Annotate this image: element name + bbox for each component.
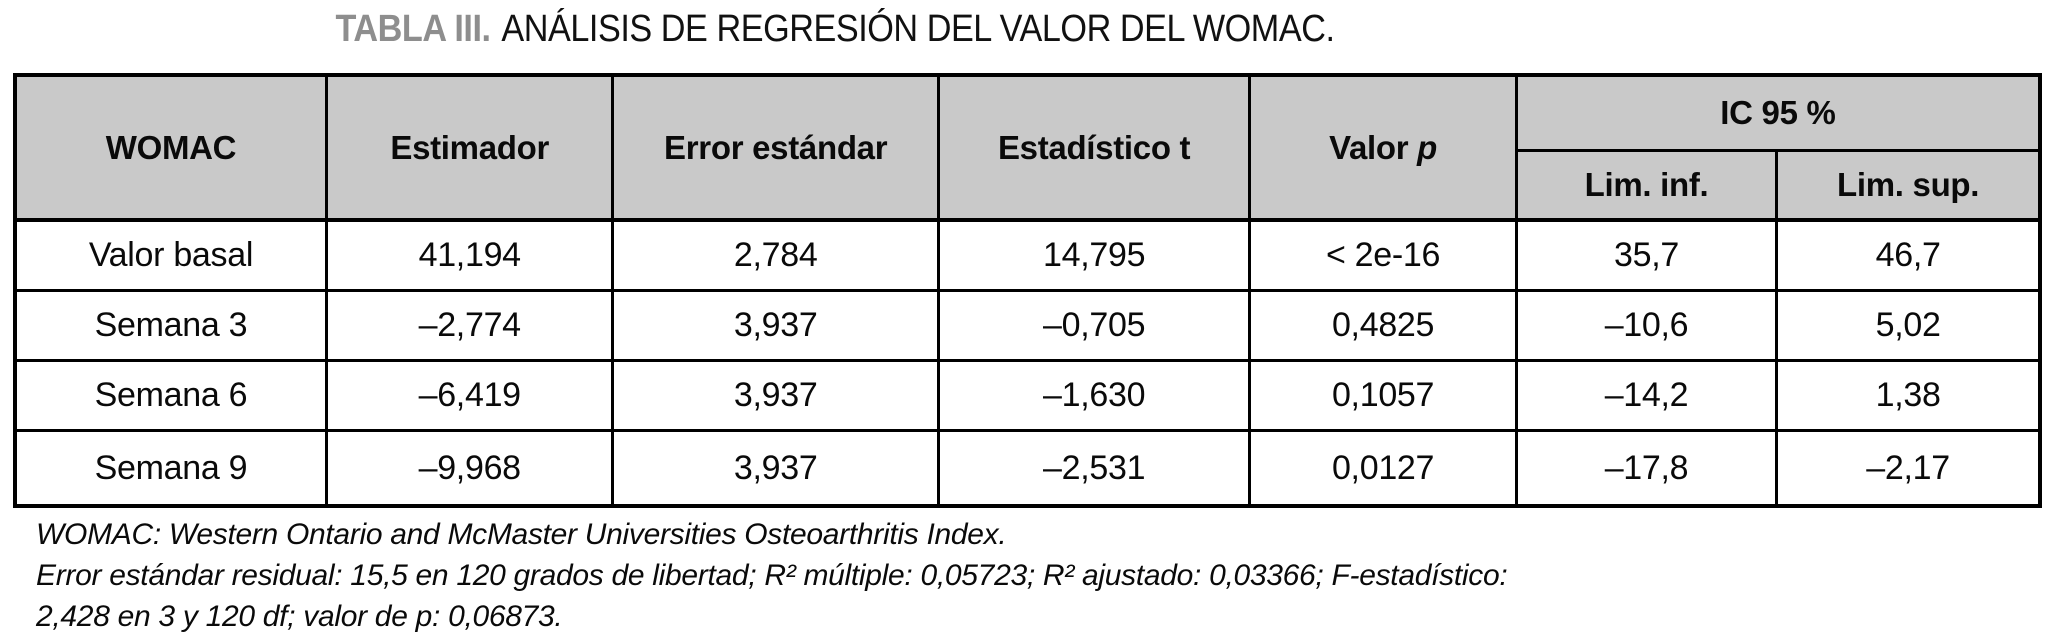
table-cell: –9,968 bbox=[324, 429, 615, 508]
table-cell: 3,937 bbox=[611, 289, 940, 362]
table-cell: 3,937 bbox=[611, 429, 940, 508]
table-row: Semana 3 –2,774 3,937 –0,705 0,4825 –10,… bbox=[13, 289, 2042, 362]
table-cell: < 2e-16 bbox=[1248, 218, 1518, 292]
table-row: Valor basal 41,194 2,784 14,795 < 2e-16 … bbox=[13, 218, 2042, 292]
header-womac: WOMAC bbox=[13, 73, 328, 222]
table-cell: –14,2 bbox=[1514, 359, 1779, 432]
table-cell: 5,02 bbox=[1775, 289, 2042, 362]
table-cell: 0,4825 bbox=[1248, 289, 1518, 362]
table-cell: Semana 3 bbox=[13, 289, 328, 362]
table-cell: –2,531 bbox=[936, 429, 1252, 508]
table-header: WOMAC Estimador Error estándar Estadísti… bbox=[13, 73, 2042, 222]
table-cell: –1,630 bbox=[936, 359, 1252, 432]
table-cell: Semana 6 bbox=[13, 359, 328, 432]
regression-table: WOMAC Estimador Error estándar Estadísti… bbox=[13, 73, 2042, 508]
table-cell: –0,705 bbox=[936, 289, 1252, 362]
table-cell: 2,784 bbox=[611, 218, 940, 292]
table-cell: –2,774 bbox=[324, 289, 615, 362]
table-title-label: TABLA III. bbox=[335, 8, 491, 50]
header-lim-inf: Lim. inf. bbox=[1514, 149, 1779, 222]
header-estadistico-t: Estadístico t bbox=[936, 73, 1252, 222]
table-cell: Valor basal bbox=[13, 218, 328, 292]
table-cell: 3,937 bbox=[611, 359, 940, 432]
table-title-text: ANÁLISIS DE REGRESIÓN DEL VALOR DEL WOMA… bbox=[501, 8, 1335, 50]
header-error-estandar: Error estándar bbox=[611, 73, 940, 222]
header-ic95: IC 95 % bbox=[1514, 73, 2042, 152]
table-cell: 14,795 bbox=[936, 218, 1252, 292]
table-cell: –6,419 bbox=[324, 359, 615, 432]
table-row: Semana 9 –9,968 3,937 –2,531 0,0127 –17,… bbox=[13, 429, 2042, 508]
table-cell: 41,194 bbox=[324, 218, 615, 292]
footnote-line: WOMAC: Western Ontario and McMaster Univ… bbox=[36, 518, 1007, 551]
table-cell: 35,7 bbox=[1514, 218, 1779, 292]
table-cell: 0,0127 bbox=[1248, 429, 1518, 508]
table-cell: Semana 9 bbox=[13, 429, 328, 508]
footnote-line: 2,428 en 3 y 120 df; valor de p: 0,06873… bbox=[36, 600, 563, 633]
table-cell: –10,6 bbox=[1514, 289, 1779, 362]
header-valor-p-text: Valor bbox=[1329, 128, 1409, 166]
header-lim-sup: Lim. sup. bbox=[1775, 149, 2042, 222]
table-footnotes: WOMAC: Western Ontario and McMaster Univ… bbox=[36, 514, 2036, 637]
table-cell: 1,38 bbox=[1775, 359, 2042, 432]
table-row: Semana 6 –6,419 3,937 –1,630 0,1057 –14,… bbox=[13, 359, 2042, 432]
footnote-line: Error estándar residual: 15,5 en 120 gra… bbox=[36, 559, 1508, 592]
header-valor-p: Valor p bbox=[1248, 73, 1518, 222]
header-valor-p-italic: p bbox=[1417, 128, 1438, 166]
table-cell: –2,17 bbox=[1775, 429, 2042, 508]
table-cell: –17,8 bbox=[1514, 429, 1779, 508]
header-estimador: Estimador bbox=[324, 73, 615, 222]
table-cell: 46,7 bbox=[1775, 218, 2042, 292]
table-title: TABLA III. ANÁLISIS DE REGRESIÓN DEL VALO… bbox=[0, 8, 1670, 51]
table-cell: 0,1057 bbox=[1248, 359, 1518, 432]
